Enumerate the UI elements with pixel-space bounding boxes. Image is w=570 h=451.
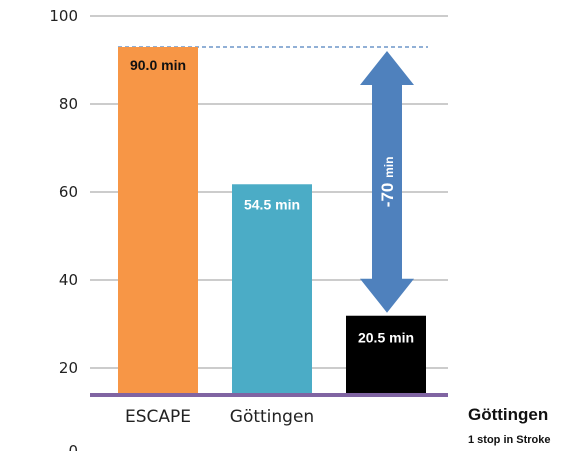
y-tick-label: 0 xyxy=(68,442,78,451)
data-labels: 90.0 min 54.5 min 20.5 min xyxy=(130,57,414,346)
x-axis-categories: ESCAPE Göttingen xyxy=(125,407,314,427)
bar-3 xyxy=(346,315,426,395)
y-tick-label: 60 xyxy=(59,183,78,201)
side-title: Göttingen xyxy=(468,405,548,424)
arrow-label: -70 min xyxy=(378,157,397,208)
y-tick-label: 20 xyxy=(59,359,78,377)
bar-1 xyxy=(118,47,198,395)
data-label-2: 54.5 min xyxy=(244,196,300,212)
y-tick-label: 40 xyxy=(59,271,78,289)
bar-2 xyxy=(232,184,312,395)
y-tick-label: 80 xyxy=(59,95,78,113)
data-label-3: 20.5 min xyxy=(358,330,414,346)
category-label-1: ESCAPE xyxy=(125,407,191,427)
side-subtitle: 1 stop in Stroke xyxy=(468,434,551,446)
bars xyxy=(118,47,426,395)
category-label-2: Göttingen xyxy=(230,407,314,427)
y-tick-label: 100 xyxy=(49,7,78,25)
double-arrow-shape xyxy=(360,51,414,313)
y-axis-ticks: 100 80 60 40 20 0 xyxy=(49,7,78,451)
data-label-1: 90.0 min xyxy=(130,57,186,73)
difference-arrow: -70 min xyxy=(360,51,414,313)
